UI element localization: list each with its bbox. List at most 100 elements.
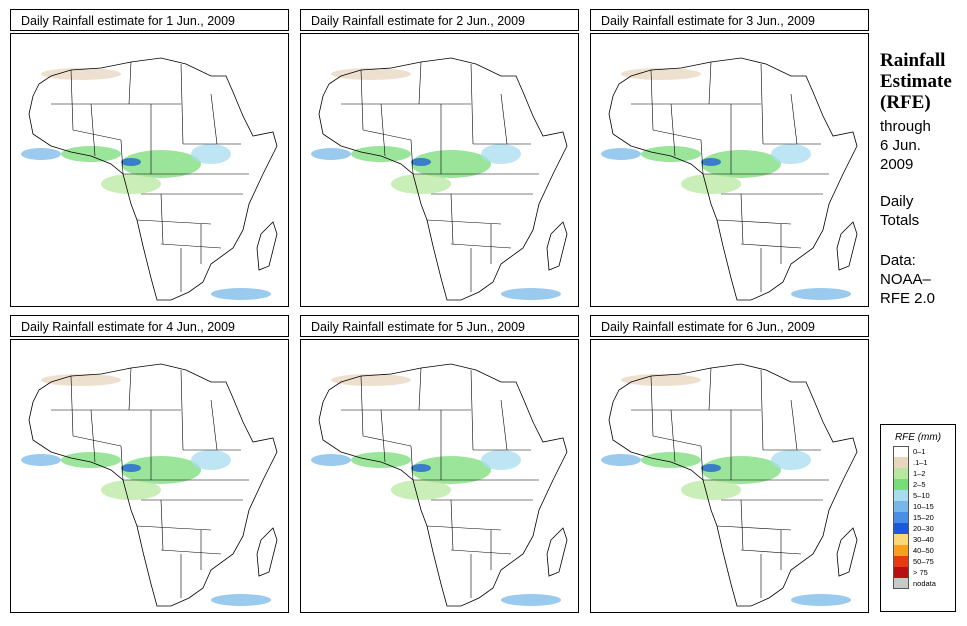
country-border xyxy=(362,129,412,141)
country-border xyxy=(210,399,218,451)
legend-label: 2–5 xyxy=(913,480,926,489)
rainfall-area xyxy=(61,146,121,162)
legend-label: nodata xyxy=(913,579,936,588)
country-border xyxy=(760,369,764,451)
country-border xyxy=(740,499,744,551)
map-canvas xyxy=(311,363,568,607)
rainfall-area xyxy=(331,68,411,80)
map-canvas xyxy=(21,363,278,607)
rainfall-area xyxy=(121,150,201,178)
map-panel-jun-1: Daily Rainfall estimate for 1 Jun., 2009 xyxy=(10,9,289,307)
country-border xyxy=(380,103,386,157)
country-border xyxy=(650,69,654,131)
country-border xyxy=(450,193,454,245)
country-border xyxy=(120,445,124,481)
legend-label: 40–50 xyxy=(913,546,934,555)
rainfall-area xyxy=(771,450,811,470)
rainfall-area xyxy=(481,450,521,470)
data-source-line: NOAA– xyxy=(880,271,931,288)
madagascar-outline xyxy=(836,527,858,577)
map-canvas xyxy=(601,57,858,301)
rainfall-area xyxy=(701,456,781,484)
rainfall-area xyxy=(211,594,271,606)
rfe-legend: RFE (mm) 0–1 .1–1 1–2 2–5 5–10 10–15 15–20 20–3… xyxy=(880,424,956,612)
country-border xyxy=(160,549,222,555)
rainfall-area xyxy=(411,150,491,178)
rainfall-area xyxy=(601,148,641,160)
rainfall-area xyxy=(391,480,451,500)
madagascar-outline xyxy=(546,221,568,271)
map-canvas xyxy=(311,57,568,301)
rainfall-area xyxy=(411,158,431,166)
legend-item: 2–5 xyxy=(881,479,955,490)
totals-line: Daily xyxy=(880,193,914,210)
country-border xyxy=(652,435,702,447)
legend-label: 5–10 xyxy=(913,491,930,500)
country-border xyxy=(760,63,764,145)
country-border xyxy=(450,549,512,555)
legend-item: 50–75 xyxy=(881,556,955,567)
rainfall-area xyxy=(791,594,851,606)
panel-title: Daily Rainfall estimate for 4 Jun., 2009 xyxy=(10,315,289,337)
rainfall-area xyxy=(101,480,161,500)
country-border xyxy=(72,435,122,447)
rainfall-area xyxy=(771,144,811,164)
legend-label: > 75 xyxy=(913,568,928,577)
legend-swatch xyxy=(893,556,909,567)
country-border xyxy=(650,375,654,437)
legend-label: 1–2 xyxy=(913,469,926,478)
country-border xyxy=(418,367,422,411)
sidebar-title-line: (RFE) xyxy=(880,92,931,113)
africa-rainfall-map xyxy=(300,33,579,307)
through-label: through xyxy=(880,118,931,135)
rainfall-area xyxy=(601,454,641,466)
sidebar-totals: Daily Totals xyxy=(880,192,919,230)
rainfall-area xyxy=(681,480,741,500)
legend-swatch xyxy=(893,457,909,468)
africa-rainfall-map xyxy=(10,339,289,613)
africa-coastline xyxy=(318,57,568,301)
country-border xyxy=(500,399,508,451)
country-border xyxy=(70,375,74,437)
africa-rainfall-map xyxy=(590,339,869,613)
panel-title: Daily Rainfall estimate for 6 Jun., 2009 xyxy=(590,315,869,337)
country-border xyxy=(362,435,412,447)
rainfall-area xyxy=(501,594,561,606)
rainfall-area xyxy=(121,456,201,484)
country-border xyxy=(740,243,802,249)
country-border xyxy=(700,139,704,175)
country-border xyxy=(740,549,802,555)
rainfall-area xyxy=(411,464,431,472)
country-border xyxy=(740,193,744,245)
panel-title: Daily Rainfall estimate for 2 Jun., 2009 xyxy=(300,9,579,31)
legend-item: nodata xyxy=(881,578,955,589)
country-border xyxy=(410,445,414,481)
legend-item: 15–20 xyxy=(881,512,955,523)
country-border xyxy=(160,193,164,245)
legend-label: .1–1 xyxy=(913,458,928,467)
sidebar-data-source: Data: NOAA– RFE 2.0 xyxy=(880,251,935,308)
legend-swatch xyxy=(893,468,909,479)
country-border xyxy=(128,61,132,105)
legend-item: 5–10 xyxy=(881,490,955,501)
legend-swatch xyxy=(893,501,909,512)
country-border xyxy=(136,525,212,531)
rainfall-area xyxy=(641,146,701,162)
rainfall-area xyxy=(41,374,121,386)
legend-item: .1–1 xyxy=(881,457,955,468)
country-border xyxy=(716,219,792,225)
rainfall-area xyxy=(701,150,781,178)
legend-swatch xyxy=(893,446,909,457)
country-border xyxy=(470,369,474,451)
map-panel-jun-3: Daily Rainfall estimate for 3 Jun., 2009 xyxy=(590,9,869,307)
map-panel-jun-5: Daily Rainfall estimate for 5 Jun., 2009 xyxy=(300,315,579,613)
legend-swatch xyxy=(893,567,909,578)
country-border xyxy=(670,103,676,157)
country-border xyxy=(160,499,164,551)
rainfall-area xyxy=(331,374,411,386)
country-border xyxy=(426,219,502,225)
legend-swatch xyxy=(893,578,909,589)
legend-label: 10–15 xyxy=(913,502,934,511)
country-border xyxy=(450,499,454,551)
rainfall-area xyxy=(351,146,411,162)
